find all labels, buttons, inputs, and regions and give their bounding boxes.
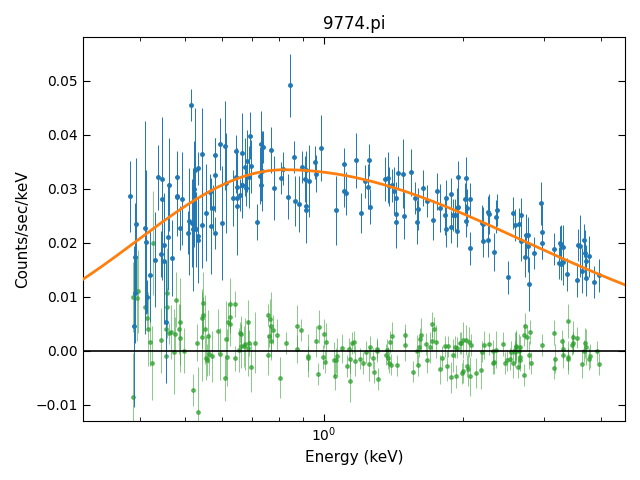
X-axis label: Energy (keV): Energy (keV)	[305, 450, 403, 465]
Y-axis label: Counts/sec/keV: Counts/sec/keV	[15, 170, 30, 288]
Title: 9774.pi: 9774.pi	[323, 15, 385, 33]
